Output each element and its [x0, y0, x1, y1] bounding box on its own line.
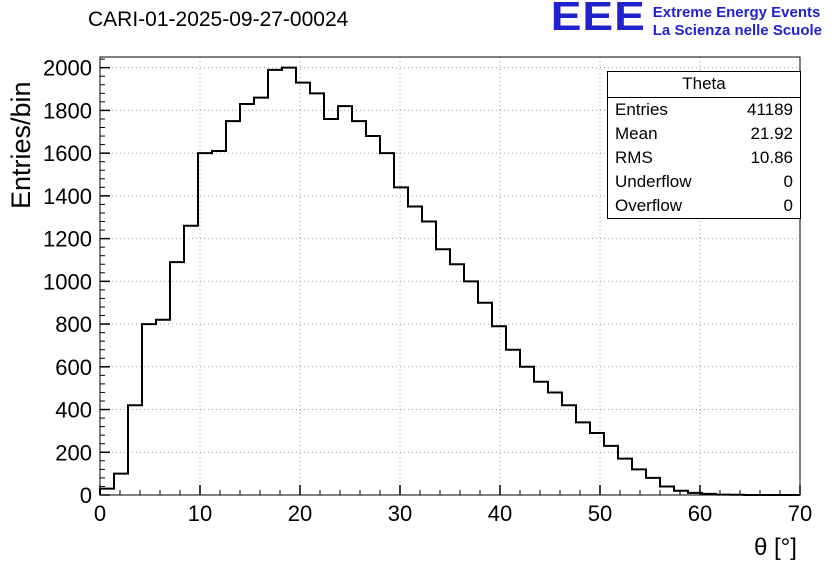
stats-row-label: Mean — [615, 124, 658, 143]
plot-title: CARI-01-2025-09-27-00024 — [88, 8, 349, 31]
y-tick-label: 1200 — [43, 227, 92, 252]
stats-title: Theta — [608, 72, 800, 98]
x-axis-title: θ [°] — [754, 534, 797, 561]
x-tick-label: 20 — [288, 501, 312, 526]
x-tick-label: 10 — [188, 501, 212, 526]
y-tick-label: 200 — [55, 440, 92, 465]
y-tick-label: 400 — [55, 398, 92, 423]
y-tick-label: 600 — [55, 355, 92, 380]
stats-row-value: 21.92 — [750, 124, 793, 143]
y-axis-title: Entries/bin — [6, 81, 36, 209]
x-tick-label: 40 — [488, 501, 512, 526]
x-tick-label: 30 — [388, 501, 412, 526]
y-tick-label: 1400 — [43, 184, 92, 209]
stats-row: Underflow 0 — [608, 170, 800, 194]
y-tick-labels: 0 200 400 600 800 1000 1200 1400 1600 1800 2000 — [43, 56, 92, 508]
x-tick-labels: 0 10 20 30 40 50 60 70 — [94, 501, 812, 526]
stats-row: Entries 41189 — [608, 98, 800, 122]
axis-ticks — [99, 58, 801, 496]
histogram-line — [99, 66, 800, 496]
stats-row-label: Underflow — [615, 172, 692, 191]
x-tick-label: 60 — [688, 501, 712, 526]
stats-box: Theta Entries 41189 Mean 21.92 RMS 10.86 Under… — [607, 71, 801, 219]
stats-row-label: Overflow — [615, 196, 683, 215]
eee-logo-tagline: Extreme Energy Events La Scienza nelle S… — [653, 0, 822, 40]
stats-row-value: 41189 — [746, 100, 793, 119]
y-tick-label: 2000 — [43, 56, 92, 81]
eee-logo-text: EEE — [550, 0, 646, 39]
x-tick-label: 70 — [788, 501, 812, 526]
stats-row-label: RMS — [615, 148, 653, 167]
stats-row-value: 0 — [783, 196, 793, 215]
y-tick-label: 1000 — [43, 269, 92, 294]
stats-row-value: 0 — [783, 172, 793, 191]
x-tick-label: 50 — [588, 501, 612, 526]
stats-row-label: Entries — [615, 100, 668, 119]
stats-row: Overflow 0 — [608, 194, 800, 218]
stats-row: RMS 10.86 — [608, 146, 800, 170]
plot-frame — [99, 56, 801, 496]
x-tick-label: 0 — [94, 501, 106, 526]
stats-row: Mean 21.92 — [608, 122, 800, 146]
logo-line-1: Extreme Energy Events — [652, 4, 821, 21]
y-tick-label: 0 — [80, 483, 92, 508]
stats-row-value: 10.86 — [750, 148, 793, 167]
logo-line-2: La Scienza nelle Scuole — [652, 22, 822, 39]
y-tick-label: 800 — [55, 312, 92, 337]
eee-logo: EEE Extreme Energy Events La Scienza nel… — [551, 0, 822, 40]
y-tick-label: 1600 — [43, 141, 92, 166]
stats-rows: Entries 41189 Mean 21.92 RMS 10.86 Underflow 0 O… — [608, 98, 800, 218]
y-tick-label: 1800 — [43, 98, 92, 123]
